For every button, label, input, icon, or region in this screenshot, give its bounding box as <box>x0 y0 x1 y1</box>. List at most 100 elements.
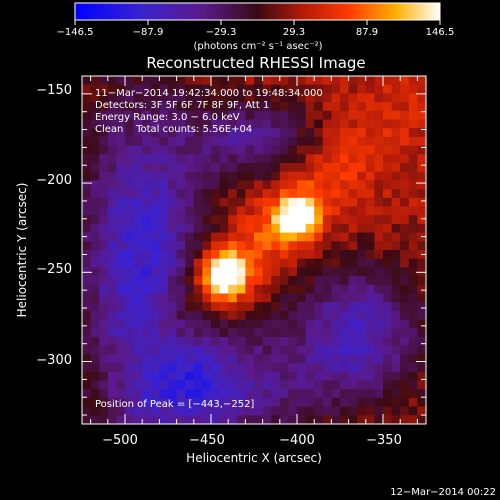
heatmap-cell <box>279 206 289 216</box>
heatmap-cell <box>357 223 367 234</box>
heatmap-cell <box>314 84 324 94</box>
heatmap-cell <box>202 145 212 155</box>
heatmap-cell <box>322 128 332 138</box>
heatmap-cell <box>99 223 109 234</box>
heatmap-cell <box>116 102 126 112</box>
heatmap-cell <box>374 397 384 408</box>
heatmap-cell <box>116 232 126 242</box>
heatmap-cell <box>82 380 92 390</box>
heatmap-cell <box>228 171 238 181</box>
heatmap-cell <box>125 206 135 216</box>
heatmap-cell <box>417 363 426 373</box>
heatmap-cell <box>99 197 109 208</box>
heatmap-cell <box>322 232 332 242</box>
heatmap-cell <box>159 258 169 268</box>
heatmap-cell <box>288 250 298 260</box>
heatmap-cell <box>159 110 169 121</box>
heatmap-cell <box>133 284 143 295</box>
heatmap-cell <box>193 415 203 424</box>
heatmap-cell <box>142 232 152 242</box>
heatmap-cell <box>322 84 332 94</box>
heatmap-cell <box>228 241 238 251</box>
heatmap-cell <box>133 406 143 416</box>
heatmap-cell <box>365 171 375 181</box>
heatmap-cell <box>314 354 324 364</box>
heatmap-cell <box>254 180 264 190</box>
heatmap-cell <box>211 363 221 373</box>
heatmap-cell <box>168 223 178 234</box>
heatmap-cell <box>391 110 401 121</box>
heatmap-cell <box>305 250 315 260</box>
heatmap-cell <box>245 241 255 251</box>
heatmap-cell <box>116 276 126 286</box>
heatmap-cell <box>357 415 367 424</box>
heatmap-cell <box>150 310 160 321</box>
heatmap-cell <box>408 310 418 321</box>
heatmap-cell <box>219 276 229 286</box>
heatmap-cell <box>288 415 298 424</box>
heatmap-cell <box>288 293 298 303</box>
heatmap-cell <box>288 154 298 164</box>
heatmap-cell <box>331 197 341 208</box>
heatmap-cell <box>142 337 152 347</box>
heatmap-cell <box>271 223 281 234</box>
heatmap-cell <box>228 232 238 242</box>
heatmap-cell <box>297 110 307 121</box>
heatmap-cell <box>150 206 160 216</box>
heatmap-cell <box>193 363 203 373</box>
y-tick-label: −300 <box>36 353 72 368</box>
heatmap-cell <box>305 223 315 234</box>
heatmap-cell <box>133 415 143 424</box>
heatmap-cell <box>279 258 289 268</box>
heatmap-cell <box>99 363 109 373</box>
heatmap-cell <box>168 84 178 94</box>
heatmap-cell <box>168 110 178 121</box>
heatmap-cell <box>374 110 384 121</box>
heatmap-cell <box>185 84 195 94</box>
heatmap-cell <box>417 380 426 390</box>
heatmap-cell <box>82 163 92 173</box>
heatmap-cell <box>383 197 393 208</box>
heatmap-cell <box>305 136 315 147</box>
heatmap-cell <box>99 250 109 260</box>
heatmap-cell <box>107 84 117 94</box>
heatmap-cell <box>305 189 315 199</box>
heatmap-cell <box>245 354 255 364</box>
heatmap-cell <box>340 250 350 260</box>
heatmap-cell <box>288 241 298 251</box>
heatmap-cell <box>211 180 221 190</box>
heatmap-cell <box>211 371 221 382</box>
heatmap-cell <box>245 415 255 424</box>
heatmap-cell <box>142 310 152 321</box>
heatmap-cell <box>383 371 393 382</box>
heatmap-cell <box>202 415 212 424</box>
heatmap-cell <box>322 293 332 303</box>
heatmap-cell <box>176 406 186 416</box>
heatmap-cell <box>245 310 255 321</box>
heatmap-cell <box>340 380 350 390</box>
heatmap-cell <box>322 206 332 216</box>
heatmap-cell <box>125 276 135 286</box>
heatmap-cell <box>271 328 281 338</box>
heatmap-cell <box>99 345 109 355</box>
heatmap-cell <box>90 363 100 373</box>
heatmap-cell <box>348 267 358 277</box>
heatmap-cell <box>365 93 375 103</box>
axis-ticks <box>82 75 426 424</box>
heatmap-cell <box>271 197 281 208</box>
heatmap-cell <box>202 293 212 303</box>
heatmap-cell <box>150 215 160 225</box>
colorbar-ticks <box>74 20 441 25</box>
heatmap-cell <box>348 397 358 408</box>
heatmap-cell <box>262 250 272 260</box>
heatmap-cell <box>297 145 307 155</box>
heatmap-cell <box>133 319 143 329</box>
heatmap-cell <box>279 328 289 338</box>
heatmap-cell <box>271 302 281 312</box>
heatmap-cell <box>245 84 255 94</box>
heatmap-cell <box>99 136 109 147</box>
heatmap-cell <box>211 284 221 295</box>
heatmap-cell <box>211 319 221 329</box>
heatmap-cell <box>254 171 264 181</box>
heatmap-cell <box>322 328 332 338</box>
